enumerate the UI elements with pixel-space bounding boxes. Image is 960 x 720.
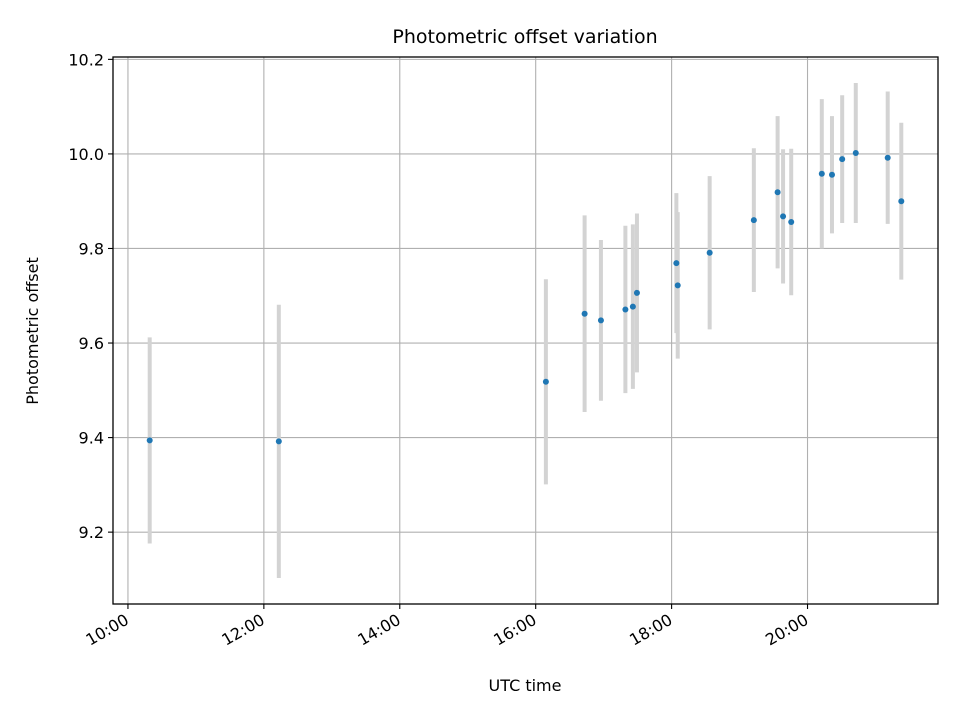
data-point [629,303,636,310]
grid-lines [113,57,938,604]
data-point [674,282,681,289]
data-point [884,154,891,161]
data-point [852,149,859,156]
data-point [622,306,629,313]
y-tick-label: 9.8 [79,239,104,258]
data-point [750,217,757,224]
data-point [673,260,680,267]
data-point [774,189,781,196]
y-tick-label: 10.0 [68,145,104,164]
data-point [898,198,905,205]
data-points [146,149,905,445]
data-point [780,213,787,220]
data-point [633,289,640,296]
data-point [828,171,835,178]
y-tick-label: 9.2 [79,523,104,542]
data-point [146,437,153,444]
data-point [788,218,795,225]
plot-frame [112,56,939,605]
x-axis-label: UTC time [489,676,562,695]
data-point [839,156,846,163]
data-point [706,249,713,256]
data-point [542,378,549,385]
y-axis-label: Photometric offset [23,257,42,405]
data-point [597,317,604,324]
data-point [581,310,588,317]
data-point [275,438,282,445]
y-axis-ticks: 9.2 9.4 9.6 9.8 10.0 10.2 [68,50,113,542]
y-tick-label: 10.2 [68,50,104,69]
y-tick-label: 9.6 [79,334,104,353]
y-tick-label: 9.4 [79,429,104,448]
data-point [818,170,825,177]
chart-title: Photometric offset variation [392,26,657,48]
